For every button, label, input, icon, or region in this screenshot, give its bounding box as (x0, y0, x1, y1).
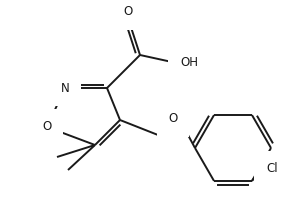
Text: O: O (168, 112, 177, 125)
Text: O: O (123, 5, 133, 18)
Text: N: N (61, 82, 69, 95)
Text: O: O (42, 120, 52, 134)
Text: Cl: Cl (266, 162, 278, 175)
Text: OH: OH (180, 55, 198, 68)
